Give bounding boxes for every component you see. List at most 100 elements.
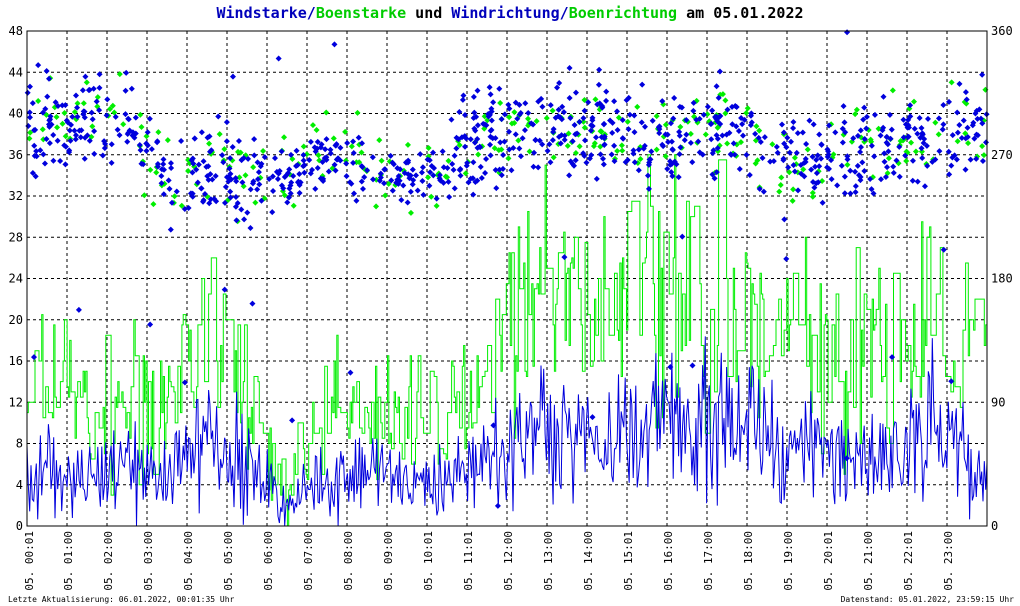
windrichtung-point: [93, 98, 100, 105]
grid-lines: [27, 30, 987, 527]
windrichtung-point: [954, 129, 961, 136]
windrichtung-point: [635, 167, 642, 174]
boenrichtung-point: [155, 129, 162, 136]
windrichtung-point: [496, 85, 503, 92]
windrichtung-point: [188, 157, 195, 164]
windrichtung-point: [271, 155, 278, 162]
boenrichtung-point: [382, 192, 389, 199]
boenrichtung-point: [153, 169, 160, 176]
boenrichtung-point: [786, 169, 793, 176]
windrichtung-point: [473, 113, 480, 120]
y-left-tick-label: 32: [9, 189, 23, 203]
boenrichtung-point: [592, 96, 599, 103]
windrichtung-point: [748, 119, 755, 126]
windrichtung-point: [940, 121, 947, 128]
windrichtung-point: [343, 160, 350, 167]
windrichtung-point: [512, 131, 519, 138]
boenstarke-series: [27, 154, 987, 527]
boenrichtung-point: [330, 135, 337, 142]
windrichtung-point: [659, 141, 666, 148]
windrichtung-point: [471, 109, 478, 116]
windrichtung-point: [348, 180, 355, 187]
boenrichtung-point: [378, 157, 385, 164]
windrichtung-point: [962, 89, 969, 96]
boenstarke-line: [27, 154, 987, 527]
windrichtung-point: [414, 187, 421, 194]
windrichtung-point: [250, 178, 257, 185]
windrichtung-point: [178, 137, 185, 144]
windrichtung-point: [741, 116, 748, 123]
x-tick-label: 05. 17:00: [702, 531, 715, 591]
windrichtung-point: [761, 134, 768, 141]
windrichtung-point: [857, 127, 864, 134]
windrichtung-point: [54, 137, 61, 144]
windrichtung-point: [144, 142, 151, 149]
windrichtung-point: [288, 179, 295, 186]
windrichtung-point: [71, 127, 78, 134]
windrichtung-point: [61, 142, 68, 149]
windrichtung-point: [102, 140, 109, 147]
windrichtung-point: [715, 94, 722, 101]
windrichtung-point: [860, 116, 867, 123]
windrichtung-point: [954, 109, 961, 116]
windrichtung-point: [667, 363, 674, 370]
boenrichtung-point: [491, 145, 498, 152]
x-tick-label: 05. 21:00: [862, 531, 875, 591]
windrichtung-point: [780, 129, 787, 136]
boenrichtung-point: [889, 87, 896, 94]
windrichtung-point: [803, 140, 810, 147]
windrichtung-point: [409, 181, 416, 188]
windrichtung-point: [245, 155, 252, 162]
windrichtung-point: [499, 165, 506, 172]
windrichtung-point: [323, 136, 330, 143]
windrichtung-point: [567, 114, 574, 121]
windrichtung-point: [457, 172, 464, 179]
x-tick-label: 05. 19:00: [782, 531, 795, 591]
boenrichtung-point: [260, 147, 267, 154]
windrichtung-point: [46, 140, 53, 147]
windrichtung-point: [956, 80, 963, 87]
windrichtung-point: [940, 246, 947, 253]
y-left-tick-label: 28: [9, 230, 23, 244]
windrichtung-point: [940, 101, 947, 108]
windrichtung-point: [251, 136, 258, 143]
windrichtung-point: [603, 88, 610, 95]
windrichtung-point: [66, 127, 73, 134]
windrichtung-point: [970, 119, 977, 126]
boenrichtung-point: [572, 149, 579, 156]
y-left-tick-label: 36: [9, 148, 23, 162]
windrichtung-point: [713, 169, 720, 176]
windrichtung-point: [289, 417, 296, 424]
windrichtung-point: [200, 158, 207, 165]
boenrichtung-point: [963, 100, 970, 107]
windrichtung-point: [572, 131, 579, 138]
windrichtung-point: [759, 154, 766, 161]
windrichtung-point: [664, 165, 671, 172]
windrichtung-point: [539, 103, 546, 110]
windrichtung-point: [596, 66, 603, 73]
boenrichtung-point: [206, 140, 213, 147]
windrichtung-point: [389, 187, 396, 194]
windrichtung-point: [323, 154, 330, 161]
boenrichtung-point: [404, 141, 411, 148]
boenrichtung-point: [598, 128, 605, 135]
windrichtung-point: [322, 146, 329, 153]
title-windstarke: Windstarke: [216, 4, 306, 22]
windrichtung-point: [462, 143, 469, 150]
windrichtung-point: [625, 126, 632, 133]
windrichtung-point: [364, 167, 371, 174]
windrichtung-point: [644, 172, 651, 179]
windrichtung-point: [492, 167, 499, 174]
windrichtung-point: [580, 115, 587, 122]
windrichtung-point: [229, 144, 236, 151]
windrichtung-point: [951, 152, 958, 159]
windrichtung-point: [358, 140, 365, 147]
boenrichtung-point: [221, 146, 228, 153]
windrichtung-point: [238, 206, 245, 213]
boenrichtung-point: [511, 120, 518, 127]
windrichtung-point: [979, 158, 986, 165]
boenrichtung-point: [147, 166, 154, 173]
windrichtung-point: [128, 85, 135, 92]
boenrichtung-point: [74, 100, 81, 107]
boenrichtung-point: [120, 121, 127, 128]
